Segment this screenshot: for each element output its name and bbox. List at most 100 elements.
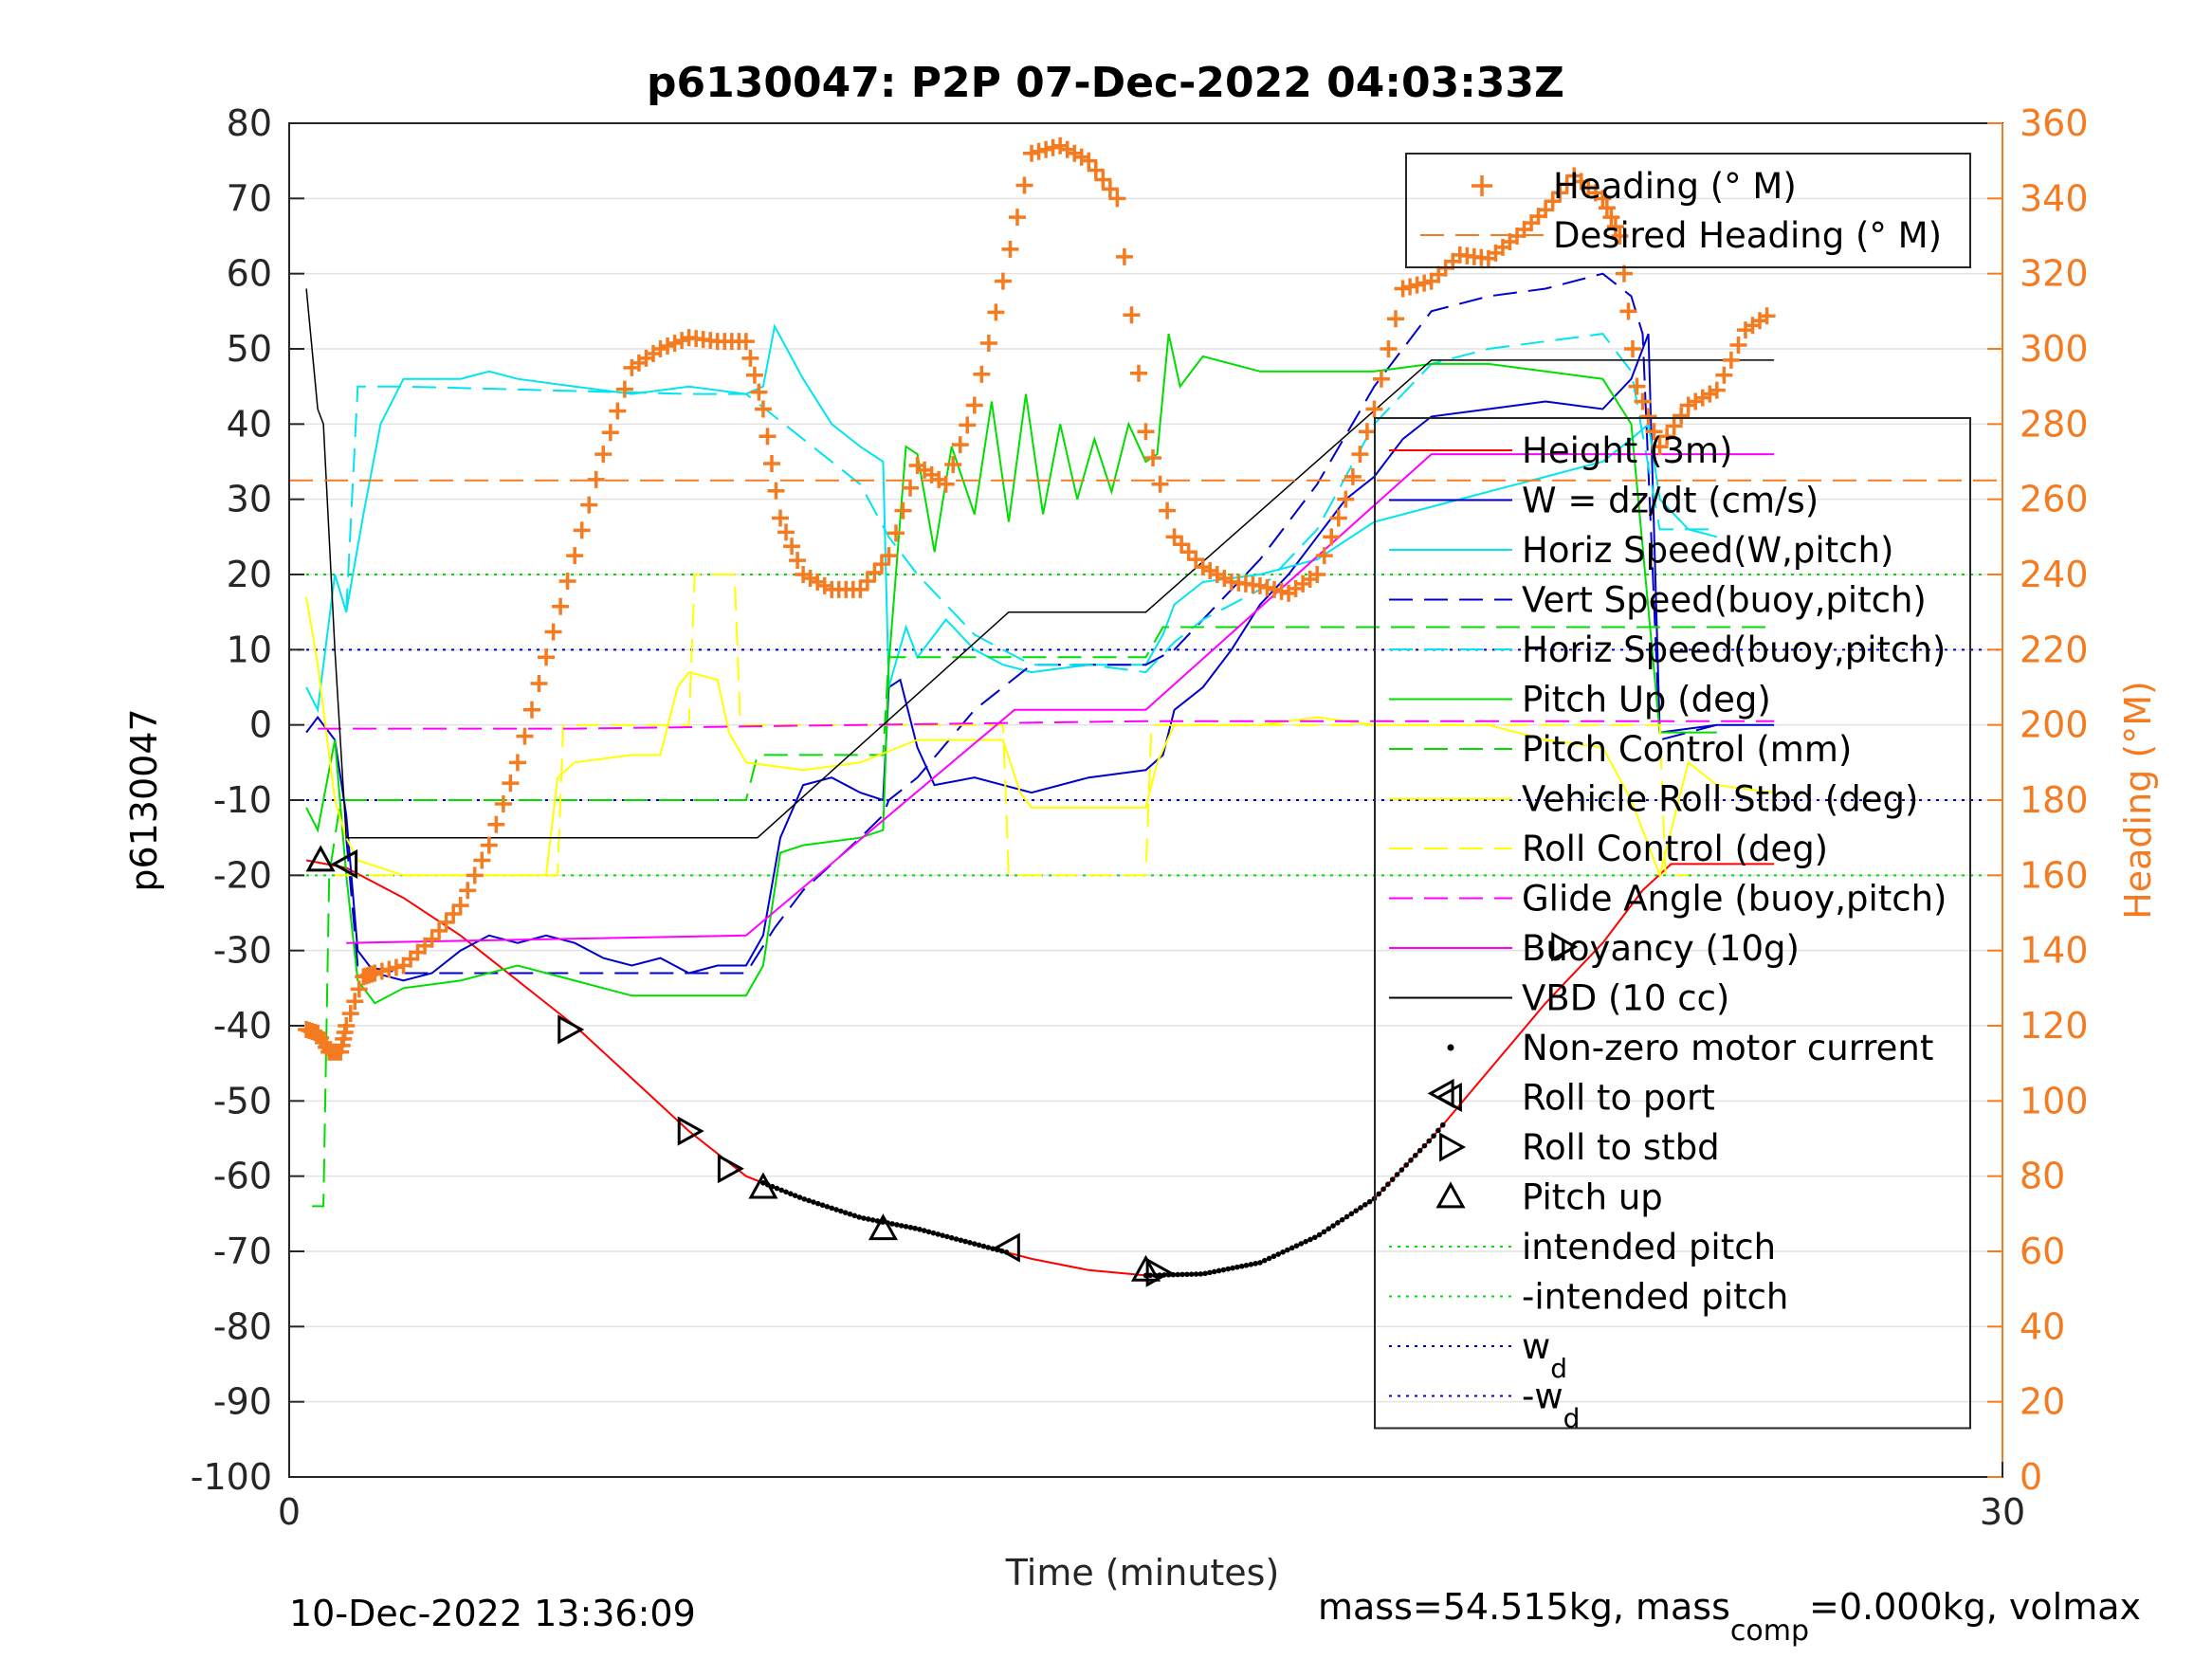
motor-current-dot (1362, 1202, 1368, 1208)
heading-marker (466, 866, 484, 884)
heading-marker (1323, 528, 1341, 546)
legend-label-text: intended pitch (1522, 1227, 1776, 1267)
heading-marker (1598, 199, 1616, 217)
legend-entry-horiz-speed-buoy-pitch: Horiz Speed(buoy,pitch) (1389, 629, 1946, 670)
series-buoyancy-10g (346, 453, 1775, 944)
series-horiz-speed-buoy-pitch (345, 333, 1717, 674)
legend-entry-vbd-10-cc: VBD (10 cc) (1389, 978, 1729, 1019)
left-y-axis: 80 70 60 50 40 30 20 10 0 -10 -20 -30 -40 -50 -60 -70 -8… (191, 102, 304, 1498)
heading-marker (783, 538, 801, 556)
motor-current-dot (1271, 1253, 1277, 1260)
motor-current-dot (925, 1229, 932, 1235)
footer-mass-tail: =0.000kg, volmax (1809, 1586, 2141, 1628)
motor-current-dot (921, 1228, 927, 1233)
x-axis-label: Time (minutes) (1005, 1552, 1280, 1594)
legend-label: Horiz Speed(buoy,pitch) (1522, 629, 1946, 670)
y-tick-label: -20 (213, 854, 272, 896)
legend-label: Pitch up (1522, 1177, 1663, 1218)
motor-current-dot (814, 1200, 821, 1207)
motor-current-dot (788, 1191, 794, 1197)
y-tick-label: 40 (227, 403, 272, 445)
series-vehicle-roll-stbd-deg (305, 596, 1775, 879)
series-pitch-up-deg (305, 333, 1717, 1005)
motor-current-dot (930, 1230, 937, 1236)
motor-current-dot (1348, 1211, 1355, 1217)
motor-current-dot (940, 1232, 945, 1238)
event-tri-right (558, 1014, 585, 1045)
motor-current-dot (842, 1210, 849, 1215)
legend-sample-tri-right (1439, 1132, 1467, 1162)
motor-current-dot (861, 1215, 867, 1221)
event-tri-left (993, 1232, 1020, 1263)
heading-marker (522, 701, 540, 719)
heading-marker (1358, 423, 1376, 441)
heading-marker (451, 897, 469, 915)
heading-marker (1602, 209, 1620, 227)
motor-current-dot (1197, 1271, 1204, 1277)
legend-entry-intended-pitch: intended pitch (1389, 1227, 1776, 1267)
event-markers (305, 845, 1579, 1287)
x-tick-label: 0 (278, 1491, 301, 1533)
event-tri-right (1145, 1257, 1173, 1287)
motor-current-dot (944, 1233, 950, 1240)
heading-marker (480, 836, 498, 854)
legend-entry-heading-m: Heading (° M) (1472, 166, 1797, 207)
heading-marker (1137, 423, 1155, 441)
legend-entry-glide-angle-buoy-pitch: Glide Angle (buoy,pitch) (1389, 879, 1947, 920)
motor-current-dot (1220, 1267, 1227, 1273)
footer-timestamp: 10-Dec-2022 13:36:09 (289, 1593, 696, 1634)
motor-current-dot (1293, 1243, 1300, 1249)
motor-current-dot (1408, 1158, 1414, 1163)
heading-marker (508, 754, 526, 772)
motor-current-dot (1366, 1198, 1373, 1205)
legend-entry-pitch-up-deg: Pitch Up (deg) (1389, 680, 1771, 720)
y-tick-label: -70 (213, 1231, 272, 1272)
legend-label: Non-zero motor current (1522, 1028, 1933, 1068)
motor-current-dot (1376, 1191, 1382, 1197)
motor-current-dot (1275, 1251, 1282, 1257)
motor-current-dot (1175, 1271, 1181, 1278)
heading-marker (767, 482, 785, 500)
heading-marker (965, 396, 983, 414)
motor-current-dot (990, 1246, 996, 1251)
motor-current-dot (1316, 1231, 1323, 1238)
legend-label-text: W = dz/dt (cm/s) (1522, 481, 1819, 521)
motor-current-dot (1389, 1176, 1396, 1182)
right-y-axis: 3603403203002802602402202001801601401201… (1987, 102, 2089, 1498)
motor-current-dot (1353, 1208, 1359, 1213)
motor-current-dot (1216, 1267, 1222, 1274)
motor-current-dot (1243, 1262, 1250, 1268)
legend-label-text: Roll Control (deg) (1522, 829, 1828, 869)
motor-current-dot (1234, 1264, 1240, 1270)
motor-current-dot (1394, 1172, 1400, 1177)
heading-marker (1351, 446, 1369, 464)
y-tick-label: 30 (227, 479, 272, 520)
legend-label: Vert Speed(buoy,pitch) (1522, 580, 1927, 621)
heading-marker (609, 402, 627, 420)
y2-tick-label: 140 (2020, 930, 2089, 972)
motor-current-dot (801, 1196, 808, 1202)
x-axis: 0 30 (278, 1462, 2025, 1533)
heading-marker (1008, 209, 1026, 227)
heading-marker (1101, 180, 1119, 198)
heading-marker (1673, 407, 1691, 425)
heading-marker (338, 1017, 356, 1034)
legend-label: -intended pitch (1522, 1277, 1788, 1318)
y2-tick-label: 360 (2020, 102, 2089, 144)
y-tick-label: 20 (227, 554, 272, 595)
y-axis-label: p6130047 (123, 708, 165, 891)
motor-current-dot (1339, 1216, 1345, 1223)
heading-marker (737, 333, 755, 351)
motor-current-dot (953, 1236, 960, 1242)
y-tick-label: -100 (191, 1456, 272, 1498)
heading-marker (1159, 501, 1177, 520)
y-tick-label: -60 (213, 1156, 272, 1197)
heading-marker (987, 303, 1005, 321)
heading-marker (1123, 306, 1141, 324)
y-tick-label: 50 (227, 328, 272, 370)
heading-marker (973, 365, 991, 383)
y-tick-label: 60 (227, 253, 272, 295)
motor-current-dot (811, 1199, 816, 1205)
motor-current-dot (1184, 1271, 1190, 1278)
motor-current-dot (898, 1223, 905, 1229)
